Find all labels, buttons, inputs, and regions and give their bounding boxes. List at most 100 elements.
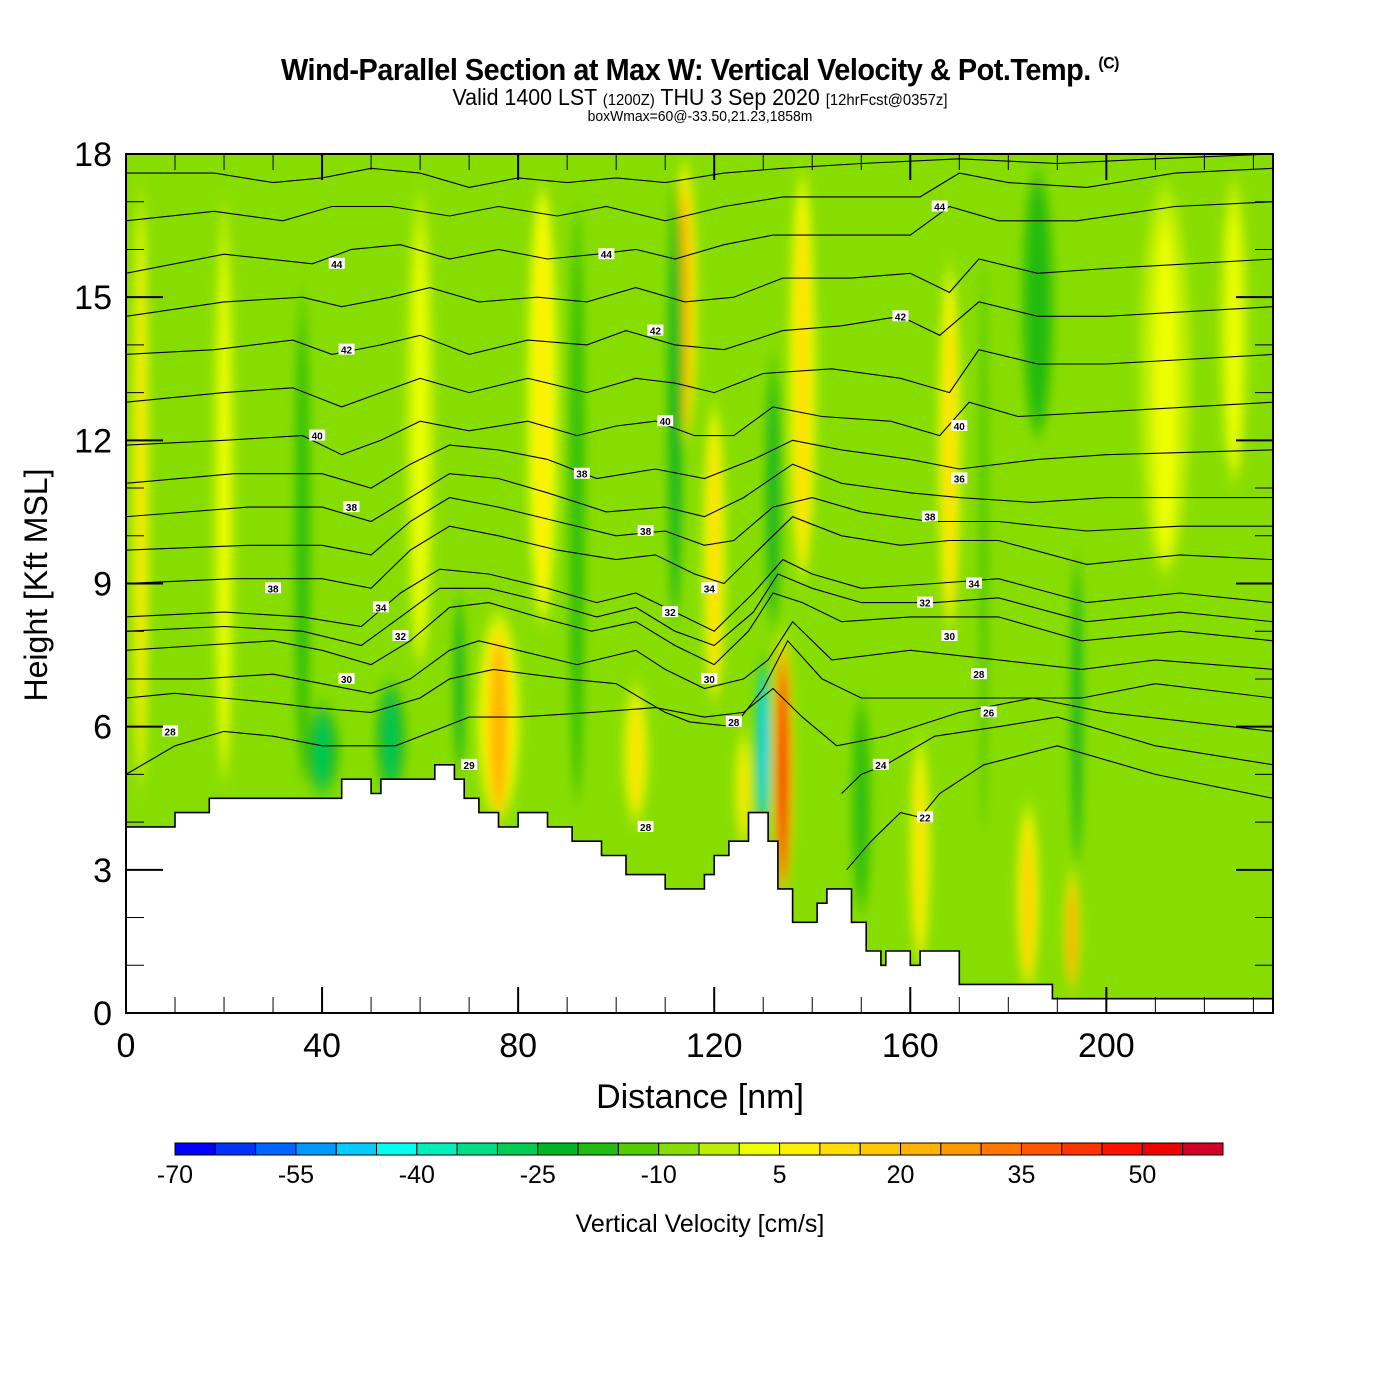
- contour-label-box: [338, 343, 355, 355]
- contour-label: 32: [916, 596, 933, 610]
- isentrope-32: [126, 592, 1273, 666]
- field-features: [132, 161, 1249, 989]
- contour-label-box: [647, 324, 664, 336]
- contour-label-box: [970, 668, 987, 680]
- contour-label-box: [916, 596, 933, 608]
- contour-label-box: [573, 467, 590, 479]
- contour-label-text: 34: [375, 603, 387, 614]
- velocity-cell: [137, 250, 145, 767]
- velocity-cell: [856, 714, 867, 906]
- contour-label: 36: [951, 472, 968, 486]
- contour-label-text: 30: [704, 675, 716, 686]
- contour-label: 40: [657, 415, 674, 428]
- colorbar-tick-label: -10: [641, 1161, 677, 1189]
- colorbar-swatch: [577, 1142, 619, 1156]
- x-tick-label: 0: [117, 1027, 136, 1065]
- title-main: Wind-Parallel Section at Max W: Vertical…: [281, 52, 1091, 87]
- contour-label-box: [916, 811, 933, 823]
- contour-label: 40: [951, 420, 968, 433]
- y-axis-label: Height [Kft MSL]: [18, 469, 54, 702]
- colorbar-swatch: [900, 1142, 942, 1156]
- isentrope-unlabeled: [126, 497, 1273, 556]
- contour-label-box: [637, 820, 654, 832]
- contour-label-text: 38: [267, 584, 279, 595]
- x-tick-label: 40: [303, 1027, 341, 1065]
- contour-label-text: 29: [464, 761, 476, 772]
- velocity-cell: [413, 232, 427, 653]
- contour-label-text: 32: [665, 608, 677, 619]
- contour-label-text: 42: [895, 312, 907, 323]
- velocity-cell: [1023, 826, 1033, 980]
- chart-title: Wind-Parallel Section at Max W: Vertical…: [49, 52, 1351, 88]
- contour-label-text: 42: [650, 327, 662, 338]
- y-tick-label: 12: [74, 422, 112, 460]
- contour-label-text: 30: [944, 632, 956, 643]
- contour-label-text: 32: [395, 632, 407, 643]
- y-tick-label: 6: [93, 709, 112, 747]
- velocity-cell: [218, 250, 230, 767]
- terrain-layer: [126, 764, 1273, 1013]
- velocity-cell: [315, 716, 329, 789]
- contour-label-text: 44: [331, 260, 343, 271]
- contour-label-text: 22: [919, 813, 931, 824]
- contour-label: 30: [941, 629, 958, 643]
- colorbar-tick-label: 5: [773, 1161, 787, 1189]
- colorbar-tick-label: 20: [887, 1161, 915, 1189]
- contour-label: 34: [965, 577, 982, 591]
- velocity-cell: [709, 439, 719, 688]
- contour-label-box: [265, 582, 282, 594]
- contour-label-text: 40: [954, 422, 966, 433]
- contour-label: 34: [372, 601, 389, 614]
- contour-label-text: 28: [973, 670, 985, 681]
- contour-label: 28: [725, 715, 742, 729]
- contour-label-box: [657, 415, 674, 427]
- colorbar-swatch: [738, 1142, 781, 1156]
- velocity-cell: [779, 670, 787, 881]
- contour-label-box: [328, 257, 345, 269]
- x-axis-label: Distance [nm]: [596, 1078, 804, 1116]
- velocity-cell: [740, 744, 748, 841]
- colorbar-swatch: [295, 1142, 337, 1156]
- isentrope-lines: [126, 154, 1273, 871]
- velocity-cell: [1069, 887, 1075, 984]
- contour-label-box: [162, 725, 179, 737]
- contour-label-box: [951, 472, 968, 484]
- contour-label-text: 26: [983, 708, 995, 719]
- contour-label-text: 38: [576, 470, 588, 481]
- velocity-cell: [671, 225, 679, 608]
- x-tick-label: 160: [882, 1027, 939, 1065]
- contour-label-text: 28: [165, 727, 177, 738]
- contour-label: 26: [980, 706, 997, 719]
- contour-label-text: 44: [601, 250, 613, 261]
- colorbar-tick-label: -55: [278, 1161, 314, 1189]
- y-tick-label: 9: [93, 566, 112, 604]
- contour-label-box: [637, 525, 654, 537]
- contour-label: 24: [872, 758, 889, 772]
- valid-prefix: Valid 1400 LST: [452, 84, 597, 110]
- contour-label-box: [372, 601, 389, 613]
- colorbar-swatch: [658, 1142, 700, 1156]
- contour-label: 29: [461, 758, 478, 772]
- y-tick-label: 3: [93, 852, 112, 890]
- x-tick-label: 80: [499, 1027, 537, 1065]
- forecast-info: [12hrFcst@0357z]: [825, 92, 948, 109]
- colorbar: -70 -55 -40 -25 -10 5 20 35 50: [157, 1142, 1224, 1189]
- y-tick-label: 0: [93, 995, 112, 1033]
- isentrope-40: [126, 401, 1273, 456]
- velocity-cell: [535, 225, 550, 608]
- x-tick-label: 200: [1078, 1027, 1135, 1065]
- velocity-cell: [490, 639, 507, 812]
- copyright-mark: (C): [1098, 53, 1119, 73]
- velocity-cell: [1153, 218, 1178, 563]
- contour-label-box: [965, 577, 982, 589]
- colorbar-swatch: [1182, 1142, 1224, 1156]
- velocity-cell: [630, 700, 641, 815]
- valid-date: THU 3 Sep 2020: [660, 84, 820, 110]
- contour-label-text: 24: [875, 761, 887, 772]
- contour-label-text: 36: [954, 475, 966, 486]
- contour-label-box: [309, 429, 326, 441]
- velocity-cell: [298, 331, 307, 767]
- contour-label: 40: [309, 429, 326, 443]
- velocity-cell: [760, 681, 766, 823]
- contour-label: 38: [921, 510, 938, 524]
